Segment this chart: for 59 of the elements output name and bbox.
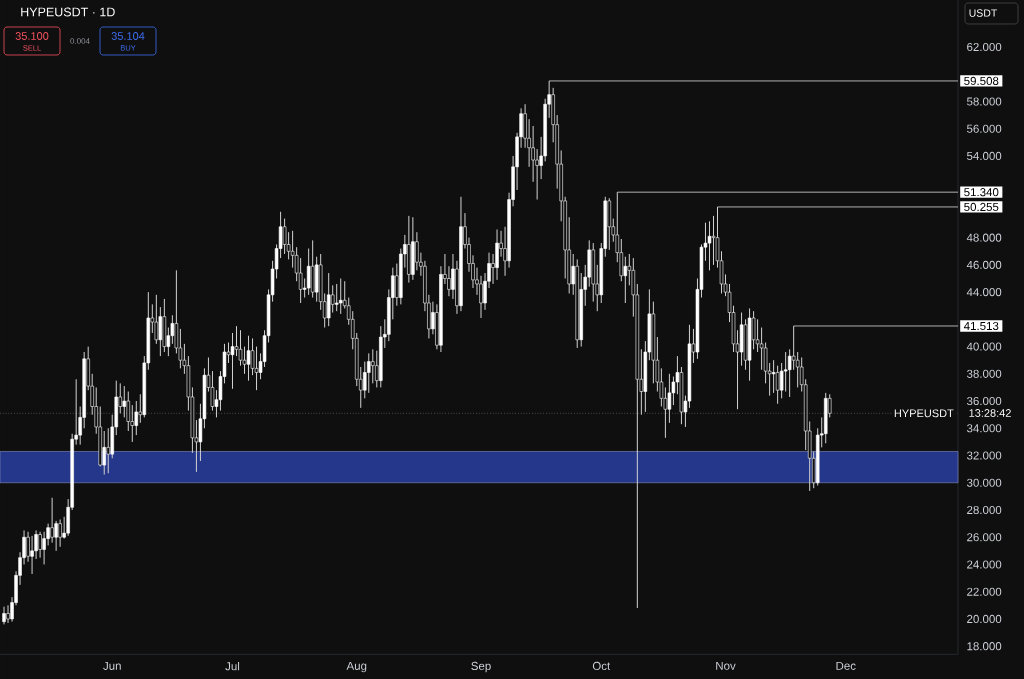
y-tick-label: 44.000 bbox=[966, 288, 1002, 297]
y-tick-label: 40.000 bbox=[966, 342, 1002, 351]
candlestick bbox=[58, 519, 62, 548]
candlestick bbox=[367, 352, 371, 394]
candlestick bbox=[326, 272, 331, 327]
text: HYPEUSDT · 1D bbox=[21, 7, 115, 17]
y-tick-label: 58.000 bbox=[966, 97, 1002, 106]
candlestick bbox=[106, 427, 110, 474]
y-tick-label: 28.000 bbox=[967, 505, 1002, 515]
candlestick bbox=[102, 430, 106, 476]
annotation: 51.340 bbox=[964, 188, 999, 197]
candlestick bbox=[771, 359, 776, 394]
y-tick-label: 54.000 bbox=[966, 151, 1002, 161]
x-tick-label: Sep bbox=[471, 661, 491, 673]
candlestick bbox=[298, 257, 303, 304]
annotation: 50.255 bbox=[964, 202, 999, 212]
candlestick bbox=[50, 497, 54, 544]
y-tick-label: 36.000 bbox=[966, 396, 1002, 406]
y-tick-label: 30.000 bbox=[966, 478, 1002, 487]
text: USDT bbox=[969, 9, 998, 17]
x-tick-label: Nov bbox=[716, 661, 736, 670]
text: 13:28:42 bbox=[969, 409, 1011, 417]
y-tick-label: 38.000 bbox=[966, 369, 1002, 378]
x-tick-label: Aug bbox=[346, 661, 367, 673]
y-tick-label: 24.000 bbox=[967, 560, 1002, 569]
y-tick-label: 48.000 bbox=[966, 233, 1002, 242]
candlestick bbox=[775, 365, 780, 405]
x-tick-label: Dec bbox=[836, 661, 856, 670]
y-tick-label: 26.000 bbox=[967, 533, 1002, 542]
annotation: 59.508 bbox=[964, 76, 999, 86]
y-tick-label: 56.000 bbox=[966, 124, 1002, 133]
candlestick bbox=[795, 351, 800, 388]
candlestick bbox=[334, 283, 339, 312]
candlestick bbox=[783, 351, 788, 393]
candlestick bbox=[707, 220, 712, 271]
y-tick-label: 18.000 bbox=[967, 642, 1002, 651]
y-tick-label: 20.000 bbox=[967, 614, 1002, 623]
annotation: 35.100 bbox=[15, 32, 49, 40]
x-tick-label: Oct bbox=[592, 661, 611, 671]
candlestick bbox=[122, 385, 127, 418]
x-tick-label: Jun bbox=[103, 661, 121, 670]
y-tick-label: 32.000 bbox=[966, 451, 1002, 460]
annotation: 41.513 bbox=[963, 321, 999, 331]
y-tick-label: 34.000 bbox=[966, 424, 1002, 433]
y-tick-label: 22.000 bbox=[967, 587, 1002, 596]
candlestick bbox=[246, 335, 251, 382]
candlestick bbox=[282, 218, 287, 255]
candlestick bbox=[154, 294, 159, 345]
ref-line-label: HYPEUSDT bbox=[894, 409, 954, 418]
candlestick bbox=[623, 256, 628, 304]
candlestick bbox=[6, 604, 10, 624]
annotation: 35.104 bbox=[111, 32, 145, 40]
y-tick-label: 46.000 bbox=[966, 260, 1002, 269]
candlestick bbox=[371, 348, 375, 384]
x-tick-label: Jul bbox=[225, 661, 240, 671]
candlestick bbox=[338, 278, 343, 315]
y-tick-label: 62.000 bbox=[967, 42, 1002, 52]
annotation: 0.004 bbox=[70, 38, 90, 44]
candlestick bbox=[306, 248, 311, 296]
